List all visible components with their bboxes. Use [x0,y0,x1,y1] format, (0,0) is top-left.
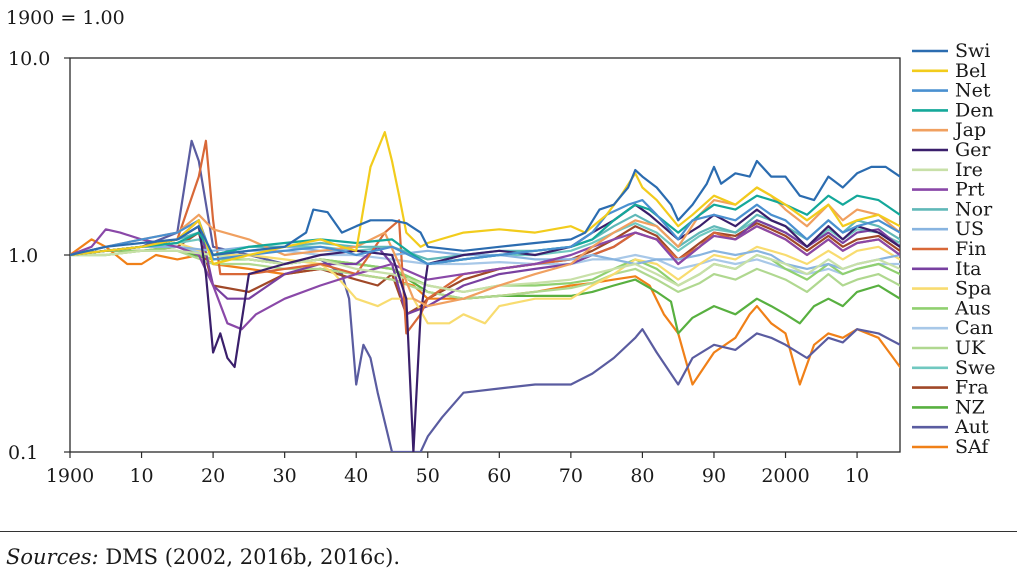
x-tick-label: 40 [344,465,368,487]
line-chart: 1900 = 1.00 0.1 1.0 10.0 1900 10 20 30 40 50 60 7… [6,7,996,487]
x-tick-label: 90 [702,465,726,487]
legend-label: Net [955,80,991,102]
unit-label: 1900 = 1.00 [6,7,125,29]
series-line-bel [70,131,900,266]
footer-rule [0,531,1017,532]
series-lines [70,131,900,452]
x-tick-label: 80 [630,465,654,487]
x-tick-label: 20 [201,465,225,487]
legend-label: Ire [955,159,983,181]
x-tick-label: 60 [487,465,511,487]
series-line-spa [70,241,900,325]
series-line-ire [70,249,900,293]
series-line-fra [70,222,900,316]
series-line-aut [70,139,900,452]
legend-label: Spa [955,278,992,300]
legend-label: Can [955,317,993,339]
x-tick-label: 50 [416,465,440,487]
series-line-ita [70,219,900,316]
legend-label: Swe [955,357,996,379]
legend-label: Ita [955,258,981,280]
y-tick-label: 0.1 [8,442,38,464]
legend-label: Bel [955,60,986,82]
series-line-den [70,194,900,266]
x-tick-label: 2000 [761,465,809,487]
legend-label: Aut [954,416,989,438]
sources-text: DMS (2002, 2016b, 2016c). [105,545,401,569]
y-tick-label: 10.0 [8,48,50,70]
series-line-prt [70,225,900,331]
x-tick-label: 70 [559,465,583,487]
legend-label: Nor [955,198,993,220]
series-line-fin [70,139,900,335]
legend-label: UK [955,337,986,359]
legend-label: SAf [955,436,990,458]
sources-label: Sources: [6,545,99,569]
sources-note: Sources: DMS (2002, 2016b, 2016c). [6,545,400,569]
legend-label: Fin [955,238,987,260]
legend-label: US [955,218,984,240]
legend-label: Den [955,99,994,121]
series-line-jap [70,186,900,308]
legend-label: Fra [955,377,989,399]
x-axis: 1900 10 20 30 40 50 60 70 80 90 2000 10 [46,452,869,487]
y-tick-label: 1.0 [8,245,38,267]
legend: SwiBelNetDenJapGerIrePrtNorUSFinItaSpaAu… [912,40,996,458]
legend-label: Ger [955,139,991,161]
legend-label: Prt [955,179,985,201]
series-line-saf [70,238,900,386]
series-line-net [70,199,900,266]
legend-label: NZ [955,396,985,418]
x-tick-label: 30 [273,465,297,487]
legend-label: Jap [953,119,986,141]
y-axis: 0.1 1.0 10.0 [8,48,70,464]
x-tick-label: 10 [129,465,153,487]
legend-label: Swi [955,40,990,62]
series-line-ger [70,203,900,452]
series-line-swi [70,159,900,257]
x-tick-label: 10 [845,465,869,487]
x-tick-label: 1900 [46,465,94,487]
legend-label: Aus [954,297,991,319]
